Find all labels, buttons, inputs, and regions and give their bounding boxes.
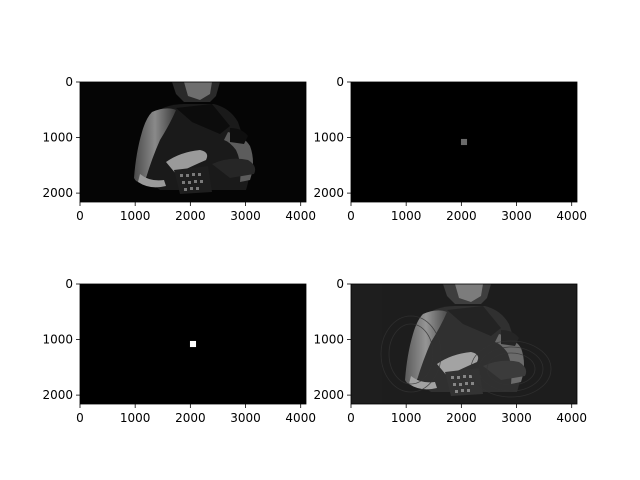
image-panel-4 [351,284,577,404]
y-tick-label-1-1: 1000 [42,131,73,145]
y-tick-label-4-2: 2000 [313,388,344,402]
x-tick-label-2-0: 0 [347,209,355,223]
subplot-2 [350,81,578,203]
y-tick-label-4-0: 0 [336,277,344,291]
x-tick-label-3-0: 0 [76,411,84,425]
x-tick-label-1-2: 2000 [175,209,206,223]
axes-frame-3 [79,283,307,405]
x-tick-label-3-4: 4000 [285,411,316,425]
y-tick-label-2-1: 1000 [313,131,344,145]
y-tick-label-3-2: 2000 [42,388,73,402]
x-tick-label-4-3: 3000 [501,411,532,425]
x-tick-label-2-2: 2000 [446,209,477,223]
x-tick-label-4-4: 4000 [556,411,587,425]
feature-layer-3 [189,340,197,348]
feature-layer-2 [460,138,468,146]
feature-square-2-0 [460,138,468,146]
x-tick-label-4-2: 2000 [446,411,477,425]
y-tick-label-3-0: 0 [65,277,73,291]
subplot-4 [350,283,578,405]
x-tick-label-1-3: 3000 [230,209,261,223]
x-tick-label-3-1: 1000 [120,411,151,425]
x-tick-label-4-0: 0 [347,411,355,425]
x-tick-label-2-3: 3000 [501,209,532,223]
subplot-3 [79,283,307,405]
x-tick-label-1-4: 4000 [285,209,316,223]
x-tick-label-2-4: 4000 [556,209,587,223]
feature-square-3-0 [189,340,197,348]
x-tick-label-1-1: 1000 [120,209,151,223]
y-tick-label-1-2: 2000 [42,186,73,200]
y-tick-label-3-1: 1000 [42,333,73,347]
y-tick-label-4-1: 1000 [313,333,344,347]
axes-frame-4 [350,283,578,405]
x-tick-label-4-1: 1000 [391,411,422,425]
axes-frame-2 [350,81,578,203]
x-tick-label-1-0: 0 [76,209,84,223]
subplot-1 [79,81,307,203]
x-tick-label-2-1: 1000 [391,209,422,223]
axes-frame-1 [79,81,307,203]
x-tick-label-3-2: 2000 [175,411,206,425]
y-tick-label-1-0: 0 [65,75,73,89]
image-panel-1 [80,82,306,202]
y-tick-label-2-2: 2000 [313,186,344,200]
x-tick-label-3-3: 3000 [230,411,261,425]
y-tick-label-2-0: 0 [336,75,344,89]
